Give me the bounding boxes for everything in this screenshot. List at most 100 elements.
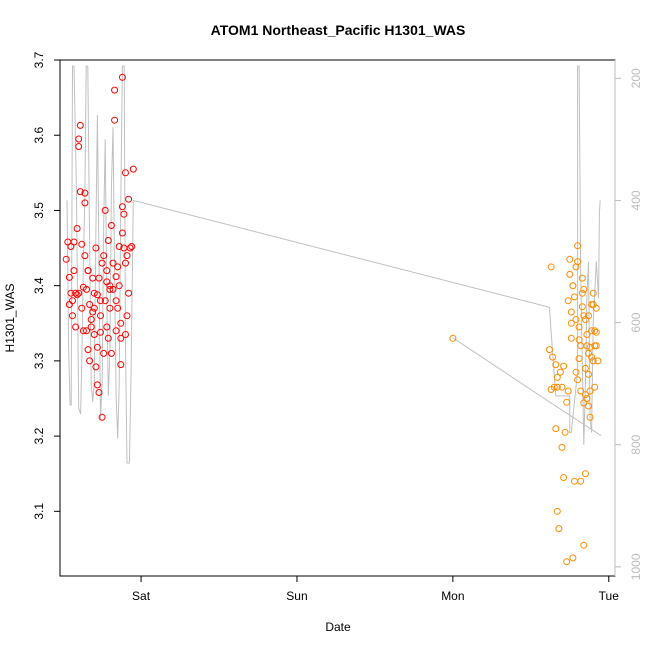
data-point-sat <box>93 343 101 351</box>
data-point-tue <box>577 477 585 485</box>
plot-area-frame <box>59 59 616 577</box>
data-point-sat <box>79 327 87 335</box>
data-point-tue <box>567 334 575 342</box>
data-point-tue <box>581 470 589 478</box>
data-point-tue <box>583 395 591 402</box>
data-point-tue <box>580 541 588 549</box>
data-point-sat <box>92 244 100 252</box>
data-point-sat <box>95 274 103 282</box>
x-tick-label: Sun <box>286 589 307 603</box>
x-axis-label: Date <box>325 620 351 634</box>
x-tick-label: Tue <box>599 589 620 603</box>
data-point-sat <box>129 165 137 173</box>
data-point-sat <box>87 316 95 323</box>
data-point-sat <box>87 323 95 331</box>
data-point-tue <box>575 355 583 363</box>
connector-line <box>452 337 602 437</box>
data-point-sat <box>123 312 131 320</box>
data-point-sat <box>112 297 120 305</box>
data-point-tue <box>572 368 580 376</box>
data-point-sat <box>98 259 106 267</box>
y-tick-label: 3.1 <box>32 503 46 520</box>
y2-tick-label: 400 <box>629 190 643 210</box>
data-point-sat <box>90 304 98 312</box>
data-point-tue <box>581 364 589 372</box>
data-point-sat <box>120 210 128 218</box>
y-tick-label: 3.7 <box>32 51 46 68</box>
data-point-tue <box>571 477 578 485</box>
data-point-tue <box>567 308 575 316</box>
data-point-sat <box>98 413 106 421</box>
data-point-tue <box>581 316 589 323</box>
data-point-sat <box>83 327 90 335</box>
data-point-sat <box>84 267 92 275</box>
data-point-tue <box>547 263 555 271</box>
y-tick-label: 3.6 <box>32 127 46 144</box>
x-tick-label: Mon <box>441 589 464 603</box>
altitude-line <box>66 65 601 464</box>
y-tick-label: 3.2 <box>32 427 46 444</box>
data-point-tue <box>546 346 553 354</box>
data-point-tue <box>564 297 572 305</box>
data-point-sat <box>103 267 111 275</box>
y-axis-label: H1301_WAS <box>3 284 17 353</box>
x-tick-label: Sat <box>132 589 151 603</box>
data-point-sat <box>83 285 90 293</box>
data-point-sat <box>126 244 134 252</box>
data-point-sat <box>111 116 119 124</box>
data-point-tue <box>550 383 558 391</box>
data-point-tue <box>566 255 574 263</box>
data-point-sat <box>70 267 78 275</box>
data-point-sat <box>93 381 101 389</box>
data-point-sat <box>104 237 112 244</box>
data-point-sat <box>76 121 84 129</box>
y2-tick-label: 600 <box>629 312 643 332</box>
data-point-tue <box>569 282 577 290</box>
data-point-tue <box>580 285 588 293</box>
chart-title: ATOM1 Northeast_Pacific H1301_WAS <box>211 22 466 38</box>
data-point-tue <box>552 361 560 369</box>
data-point-tue <box>572 316 580 323</box>
data-point-sat <box>117 361 125 369</box>
data-point-sat <box>107 222 115 229</box>
data-point-sat <box>65 273 73 281</box>
data-point-tue <box>586 387 594 395</box>
data-point-tue <box>577 387 585 395</box>
data-point-sat <box>69 297 76 305</box>
data-point-sat <box>122 331 129 338</box>
data-point-tue <box>552 425 560 433</box>
data-point-sat <box>122 169 129 177</box>
data-point-tue <box>578 289 586 297</box>
data-point-tue <box>549 353 557 361</box>
data-point-sat <box>72 323 80 331</box>
data-point-sat <box>81 252 89 260</box>
data-point-sat <box>115 243 123 250</box>
y2-tick-label: 200 <box>629 68 643 88</box>
data-point-tue <box>578 303 586 311</box>
data-point-sat <box>81 199 89 207</box>
data-point-tue <box>567 319 575 327</box>
data-point-tue <box>581 391 589 399</box>
y2-tick-label: 1000 <box>629 553 643 580</box>
y-ticks: 3.1 3.2 3.3 3.4 3.5 3.6 3.7 <box>32 51 60 520</box>
data-point-tue <box>574 376 582 384</box>
data-point-sat <box>112 273 120 281</box>
data-point-sat <box>123 252 131 260</box>
data-point-tue <box>580 312 588 320</box>
data-point-sat <box>104 334 112 342</box>
data-point-sat <box>69 312 76 320</box>
data-point-tue <box>558 443 566 451</box>
x-ticks: Sat Sun Mon Tue <box>132 576 619 603</box>
data-point-sat <box>101 297 109 305</box>
data-point-tue <box>585 402 592 410</box>
data-point-sat <box>117 334 125 342</box>
data-point-tue <box>563 398 571 406</box>
data-point-tue <box>555 525 563 533</box>
data-point-sat <box>89 308 97 316</box>
data-point-tue <box>586 413 594 421</box>
data-point-sat <box>107 349 115 357</box>
data-point-sat <box>117 319 125 327</box>
data-point-tue <box>553 373 561 381</box>
data-point-sat <box>106 304 114 312</box>
